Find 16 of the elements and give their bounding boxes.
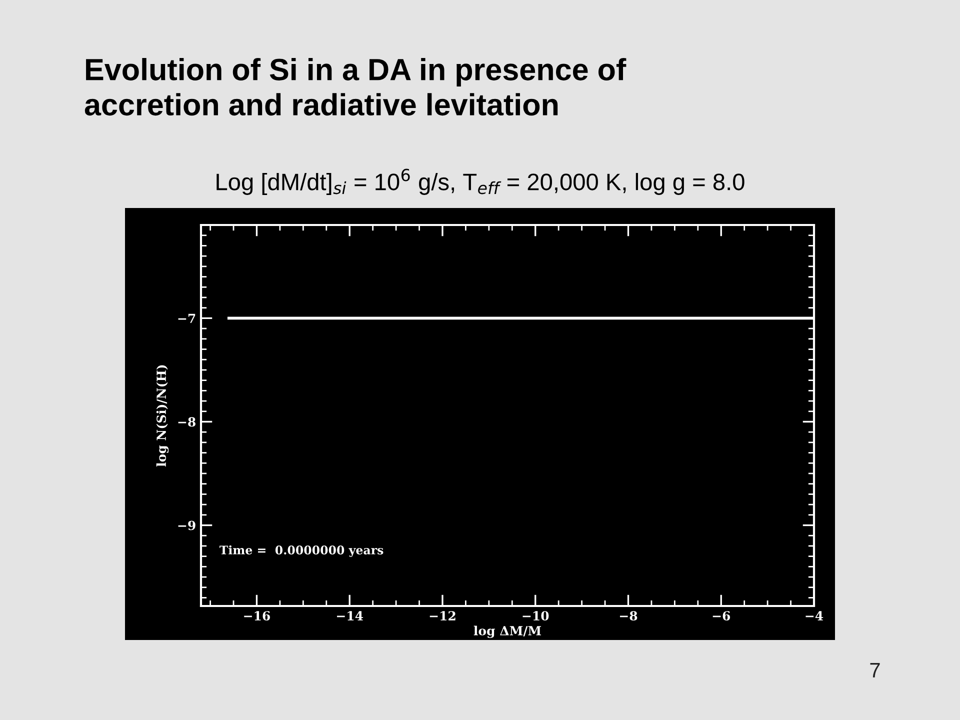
y-axis-title: log N(Si)/N(H) [156, 365, 169, 466]
y-tick-label: −9 [178, 520, 196, 530]
x-tick-label: −10 [522, 611, 549, 621]
text: 7 [870, 663, 880, 678]
x-tick-label: −14 [336, 611, 364, 620]
x-tick-label: −4 [806, 611, 824, 620]
x-tick-label: −12 [430, 611, 456, 620]
x-tick-label: −8 [620, 611, 638, 621]
x-tick-label: −6 [712, 611, 730, 621]
annotation: Time = 0.0000000 years [220, 545, 384, 557]
y-tick-label: −8 [178, 417, 196, 427]
y-tick-label: −7 [178, 314, 196, 323]
chart-subtitle: Log [dM/dt]$_{si}$ = 10$^{6}$ g/s, T$_{eff}$ = 20,000 K, log g = 8.0 [216, 168, 744, 195]
x-axis-title: log ΔM/M [474, 626, 541, 638]
x-tick-label: −16 [244, 611, 270, 621]
chart-title: Evolution of Si in a DA in presence of accretion and radiative levitation [84, 58, 626, 116]
